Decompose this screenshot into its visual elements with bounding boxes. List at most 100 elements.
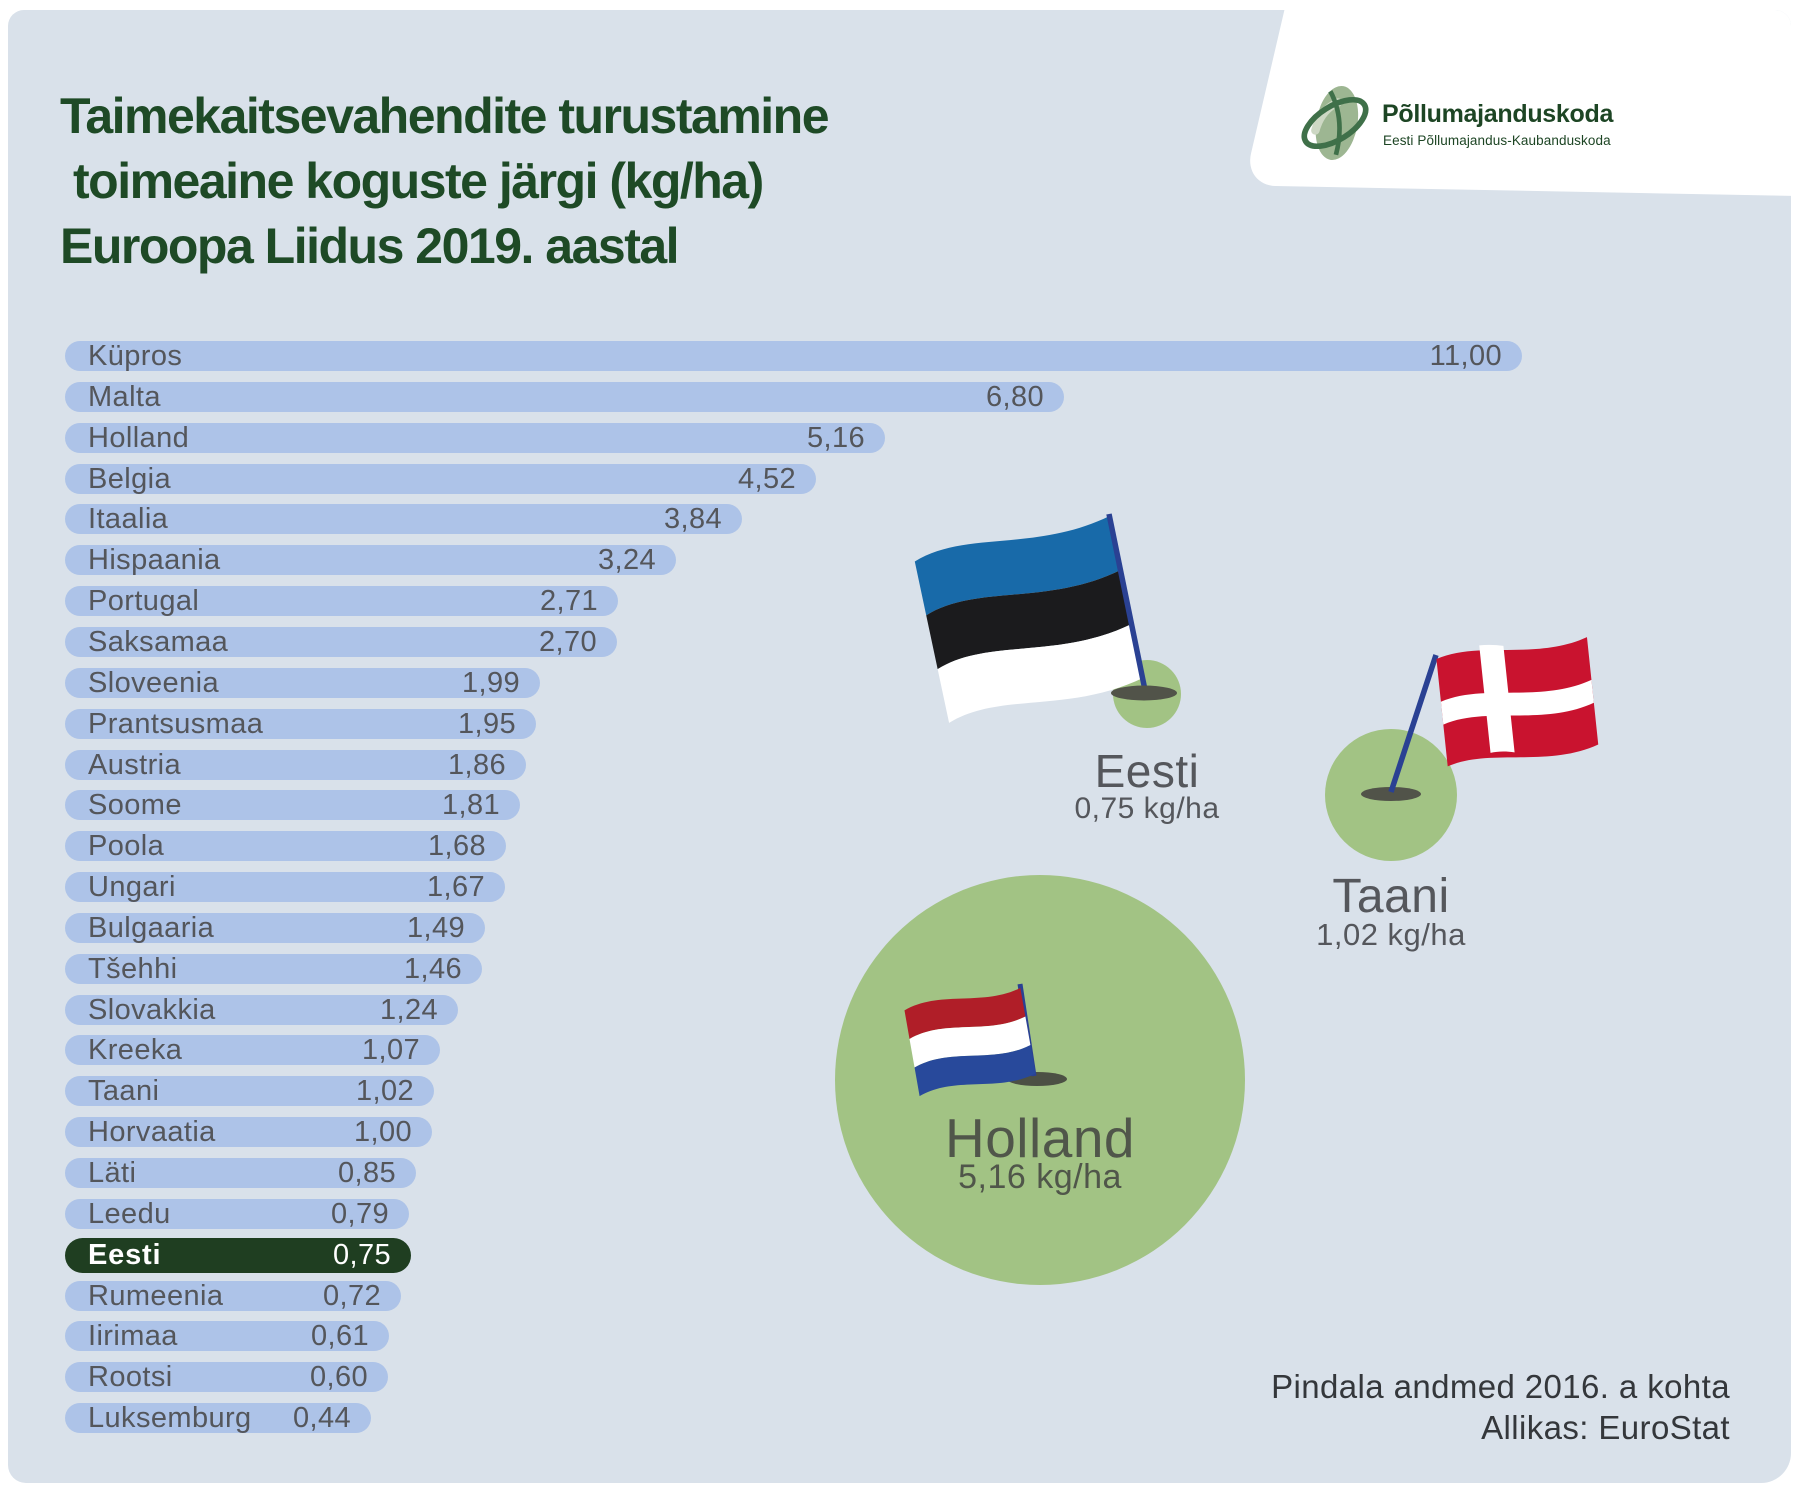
bar-country-label: Leedu bbox=[88, 1197, 171, 1230]
bar-value-label: 3,84 bbox=[663, 502, 722, 535]
bubble-country-label-taani: Taani bbox=[1332, 870, 1450, 923]
bar-row-portugal: Portugal 2,71 bbox=[65, 584, 618, 617]
denmark-flag bbox=[1361, 637, 1599, 801]
bar-value-label: 3,24 bbox=[597, 543, 656, 576]
bar-row-bulgaaria: Bulgaaria 1,49 bbox=[65, 911, 485, 944]
bubble-country-label-holland: Holland bbox=[944, 1107, 1135, 1169]
bar-country-label: Itaalia bbox=[88, 502, 169, 535]
bar-country-label: Malta bbox=[88, 380, 161, 413]
bar-country-label: Eesti bbox=[88, 1239, 162, 1271]
bar-row-prantsusmaa: Prantsusmaa 1,95 bbox=[65, 707, 536, 740]
bar-value-label: 0,85 bbox=[337, 1156, 396, 1189]
bar-value-label: 6,80 bbox=[985, 380, 1044, 413]
bar-row-holland: Holland 5,16 bbox=[65, 421, 885, 454]
bar-value-label: 0,60 bbox=[309, 1360, 368, 1393]
bar-row-kreeka: Kreeka 1,07 bbox=[65, 1033, 440, 1066]
bar-row-horvaatia: Horvaatia 1,00 bbox=[65, 1115, 432, 1148]
bar-country-label: Sloveenia bbox=[88, 666, 219, 699]
bar-country-label: Taani bbox=[88, 1074, 160, 1107]
bubble-value-label-holland: 5,16 kg/ha bbox=[958, 1158, 1122, 1196]
title-line-2: toimeaine koguste järgi (kg/ha) bbox=[73, 153, 764, 209]
bar-country-label: Bulgaaria bbox=[88, 911, 215, 944]
bar-country-label: Hispaania bbox=[88, 543, 221, 576]
bar-row-rootsi: Rootsi 0,60 bbox=[65, 1360, 388, 1393]
bar-row-luksemburg: Luksemburg 0,44 bbox=[65, 1401, 371, 1434]
bar-value-label: 0,75 bbox=[332, 1239, 391, 1271]
bar-value-label: 0,44 bbox=[292, 1401, 351, 1434]
logo-subtitle: Eesti Põllumajandus-Kaubanduskoda bbox=[1383, 133, 1611, 148]
title-line-1: Taimekaitsevahendite turustamine bbox=[60, 88, 830, 144]
bar-value-label: 4,52 bbox=[737, 462, 796, 495]
footnote-line-2: Allikas: EuroStat bbox=[1481, 1409, 1730, 1446]
bar-value-label: 0,61 bbox=[310, 1319, 369, 1352]
bar-country-label: Austria bbox=[88, 748, 182, 781]
bar-row-tšehhi: Tšehhi 1,46 bbox=[65, 952, 482, 985]
bar-value-label: 1,68 bbox=[427, 829, 486, 862]
bar-value-label: 1,95 bbox=[457, 707, 516, 740]
bar-country-label: Horvaatia bbox=[88, 1115, 216, 1148]
page-title: Taimekaitsevahendite turustamine toimeai… bbox=[60, 84, 830, 279]
bar-country-label: Saksamaa bbox=[88, 625, 229, 658]
bar-row-leedu: Leedu 0,79 bbox=[65, 1197, 409, 1230]
bar-row-sloveenia: Sloveenia 1,99 bbox=[65, 666, 540, 699]
bar-value-label: 1,02 bbox=[355, 1074, 414, 1107]
bar-row-poola: Poola 1,68 bbox=[65, 829, 506, 862]
bar-value-label: 2,71 bbox=[539, 584, 598, 617]
bar-country-label: Küpros bbox=[88, 339, 183, 372]
bar-country-label: Rumeenia bbox=[88, 1279, 224, 1312]
bar-row-malta: Malta 6,80 bbox=[65, 380, 1064, 413]
bar-row-ungari: Ungari 1,67 bbox=[65, 870, 505, 903]
bar-country-label: Läti bbox=[88, 1156, 137, 1189]
title-line-3: Euroopa Liidus 2019. aastal bbox=[60, 218, 680, 274]
bubble-value-label-taani: 1,02 kg/ha bbox=[1316, 917, 1466, 952]
footnote: Pindala andmed 2016. a kohta Allikas: Eu… bbox=[1271, 1366, 1730, 1448]
bar-country-label: Rootsi bbox=[88, 1360, 173, 1393]
bar-country-label: Slovakkia bbox=[88, 993, 216, 1026]
bar-row-eesti: Eesti 0,75 bbox=[65, 1238, 411, 1273]
bar-row-hispaania: Hispaania 3,24 bbox=[65, 543, 676, 576]
bar-country-label: Soome bbox=[88, 788, 182, 821]
bar-value-label: 1,49 bbox=[406, 911, 465, 944]
bar-row-rumeenia: Rumeenia 0,72 bbox=[65, 1279, 401, 1312]
bar-value-label: 0,79 bbox=[330, 1197, 389, 1230]
estonia-flag bbox=[914, 513, 1177, 723]
bar-country-label: Luksemburg bbox=[88, 1401, 252, 1434]
bar-country-label: Portugal bbox=[88, 584, 200, 617]
bar-value-label: 0,72 bbox=[322, 1279, 381, 1312]
bar-row-slovakkia: Slovakkia 1,24 bbox=[65, 993, 458, 1026]
bar-row-austria: Austria 1,86 bbox=[65, 748, 526, 781]
bar-value-label: 1,07 bbox=[361, 1033, 420, 1066]
bar-value-label: 1,24 bbox=[379, 993, 438, 1026]
bar-value-label: 1,00 bbox=[353, 1115, 412, 1148]
bar-value-label: 1,67 bbox=[426, 870, 485, 903]
bubble-value-label-eesti: 0,75 kg/ha bbox=[1074, 792, 1220, 825]
bar-country-label: Ungari bbox=[88, 870, 176, 903]
bar-country-label: Iirimaa bbox=[88, 1319, 178, 1352]
footnote-line-1: Pindala andmed 2016. a kohta bbox=[1271, 1368, 1730, 1405]
bar-value-label: 1,99 bbox=[461, 666, 520, 699]
bar-value-label: 1,86 bbox=[447, 748, 506, 781]
bar-value-label: 11,00 bbox=[1429, 339, 1502, 372]
bar-country-label: Tšehhi bbox=[88, 952, 178, 985]
bar-row-belgia: Belgia 4,52 bbox=[65, 462, 816, 495]
bar-row-iirimaa: Iirimaa 0,61 bbox=[65, 1319, 389, 1352]
bubble-country-label-eesti: Eesti bbox=[1094, 745, 1200, 797]
bar-row-taani: Taani 1,02 bbox=[65, 1074, 434, 1107]
netherlands-flag bbox=[904, 983, 1067, 1097]
bar-row-itaalia: Itaalia 3,84 bbox=[65, 502, 742, 535]
bar-row-küpros: Küpros 11,00 bbox=[65, 339, 1522, 372]
bar-value-label: 1,81 bbox=[441, 788, 500, 821]
bar-country-label: Kreeka bbox=[88, 1033, 183, 1066]
bar-value-label: 5,16 bbox=[806, 421, 865, 454]
bar-country-label: Belgia bbox=[88, 462, 172, 495]
bar-row-soome: Soome 1,81 bbox=[65, 788, 520, 821]
bar-row-läti: Läti 0,85 bbox=[65, 1156, 416, 1189]
bar-value-label: 2,70 bbox=[538, 625, 597, 658]
pollumajanduskoda-logo-icon bbox=[1301, 86, 1369, 160]
bar-value-label: 1,46 bbox=[403, 952, 462, 985]
logo-name: Põllumajanduskoda bbox=[1382, 100, 1614, 128]
bar-country-label: Poola bbox=[88, 829, 165, 862]
bar-country-label: Holland bbox=[88, 421, 190, 454]
bar-country-label: Prantsusmaa bbox=[88, 707, 264, 740]
